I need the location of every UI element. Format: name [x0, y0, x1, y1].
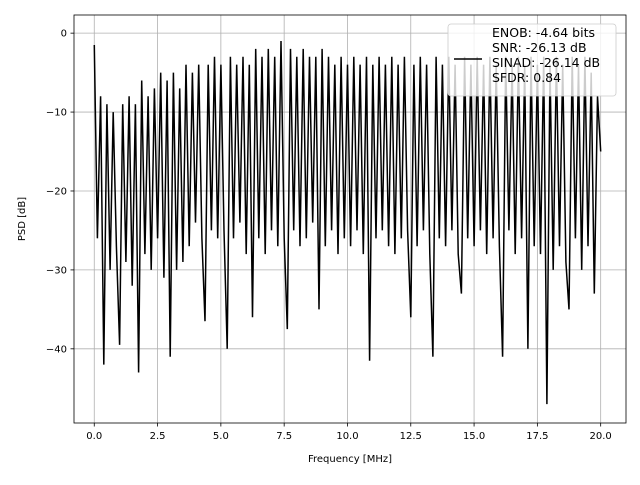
- psd-series-line: [93, 40, 602, 405]
- y-tick-label: −40: [46, 344, 67, 355]
- x-tick-label: 12.5: [400, 431, 422, 442]
- legend-entry: ENOB: -4.64 bits: [492, 25, 595, 40]
- axes-frame: [73, 14, 627, 424]
- legend-entry: SNR: -26.13 dB: [492, 40, 587, 55]
- y-tick-label: 0: [61, 29, 67, 40]
- x-tick-label: 0.0: [86, 431, 102, 442]
- x-tick-label: 17.5: [526, 431, 548, 442]
- x-tick-label: 15.0: [463, 431, 485, 442]
- x-tick-label: 20.0: [590, 431, 612, 442]
- x-tick-label: 5.0: [213, 431, 229, 442]
- x-tick-label: 7.5: [276, 431, 292, 442]
- legend-entry: SINAD: -26.14 dB: [492, 55, 600, 70]
- y-tick-label: −30: [46, 265, 67, 276]
- y-tick-label: −20: [46, 186, 67, 197]
- y-tick-label: −10: [46, 108, 67, 119]
- x-tick-label: 10.0: [336, 431, 358, 442]
- y-axis-label: PSD [dB]: [17, 197, 28, 241]
- legend-entry: SFDR: 0.84: [492, 70, 561, 85]
- x-tick-label: 2.5: [150, 431, 166, 442]
- x-axis-label: Frequency [MHz]: [308, 454, 392, 465]
- legend-box: [447, 23, 617, 97]
